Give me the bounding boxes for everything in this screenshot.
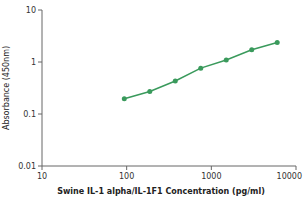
y-tick-label: 1 <box>31 58 36 67</box>
x-tick <box>296 166 297 170</box>
x-tick-label: 10 <box>37 172 47 181</box>
y-axis-line <box>42 10 43 166</box>
y-tick <box>38 62 42 63</box>
y-tick-label: 0.1 <box>23 110 36 119</box>
x-tick <box>211 166 212 170</box>
y-tick <box>38 166 42 167</box>
y-tick-label: 0.01 <box>18 162 36 171</box>
x-tick <box>42 166 43 170</box>
marker <box>173 78 178 83</box>
marker <box>122 96 127 101</box>
axes: 10 100 1000 10000 0.01 0.1 1 10 <box>18 6 302 181</box>
marker <box>198 66 203 71</box>
x-tick-label: 10000 <box>277 172 302 181</box>
x-tick <box>126 166 127 170</box>
x-tick-label: 1000 <box>201 172 221 181</box>
marker <box>224 58 229 63</box>
marker <box>275 40 280 45</box>
y-tick <box>38 10 42 11</box>
y-axis-label: Absorbance (450nm) <box>2 46 11 130</box>
series <box>122 40 280 101</box>
y-tick-label: 10 <box>26 6 36 15</box>
line <box>124 43 277 99</box>
x-tick-label: 100 <box>119 172 134 181</box>
y-tick <box>38 114 42 115</box>
marker <box>249 47 254 52</box>
x-axis-label: Swine IL-1 alpha/IL-1F1 Concentration (p… <box>57 187 265 196</box>
marker <box>147 89 152 94</box>
x-axis-line <box>42 166 296 167</box>
chart: 10 100 1000 10000 0.01 0.1 1 10 Swine IL-1 alpha… <box>0 0 306 200</box>
